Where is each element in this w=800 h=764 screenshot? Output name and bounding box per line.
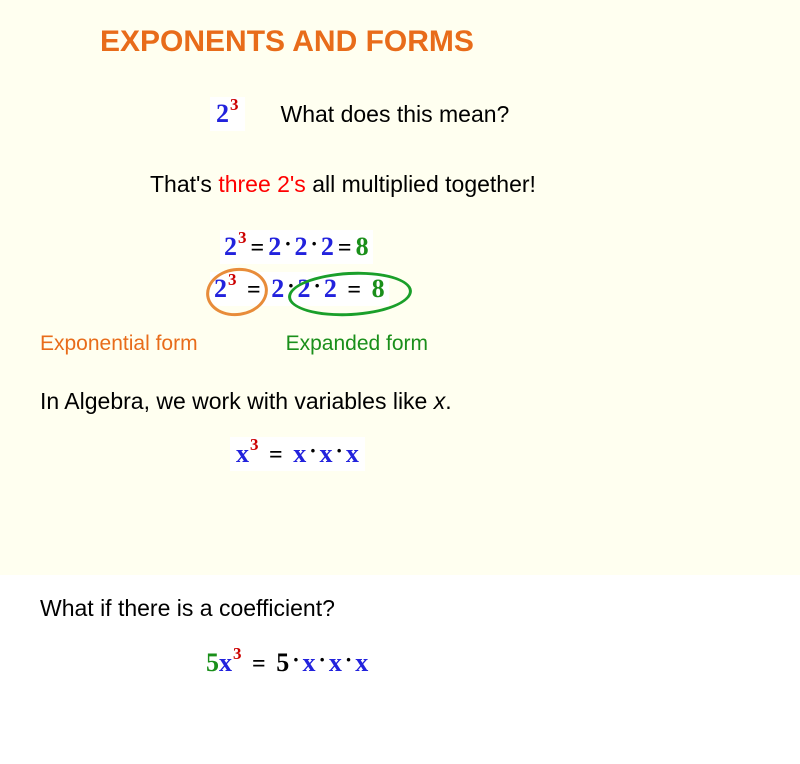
intro-row: 23 What does this mean? <box>210 97 780 131</box>
eq3-f2: x <box>346 439 359 468</box>
equation-expansion: 23 = 2·2·2 = 8 <box>20 230 780 272</box>
coefficient-question: What if there is a coefficient? <box>40 595 780 622</box>
eq2-d1: · <box>314 273 321 298</box>
eq1-result: 8 <box>356 232 369 262</box>
eq3-base: x <box>236 439 249 468</box>
eq4-equals: = <box>252 651 266 677</box>
eq1-d0: · <box>284 231 291 257</box>
eq4-exp: 3 <box>233 644 242 663</box>
eq2-base: 2 <box>214 274 227 303</box>
intro-base: 2 <box>216 99 229 129</box>
eq4-dL: · <box>292 647 299 672</box>
eq2-equals-1: = <box>247 277 261 303</box>
eq3-f0: x <box>293 439 306 468</box>
eq1-f0: 2 <box>268 232 281 262</box>
eq4-lead: 5 <box>276 648 289 677</box>
eq4-f2: x <box>355 648 368 677</box>
explain-highlight: three 2's <box>218 171 306 197</box>
eq2-equals-2: = <box>347 277 361 303</box>
eq2-f2: 2 <box>324 274 337 303</box>
form-labels-row: Exponential form Expanded form <box>20 332 780 356</box>
equation-variable: x3 = x·x·x <box>20 437 780 471</box>
eq4-base: x <box>219 648 232 677</box>
algebra-line: In Algebra, we work with variables like … <box>40 388 780 415</box>
eq3-equals: = <box>269 442 283 468</box>
eq1-exp: 3 <box>238 228 247 248</box>
page-title: EXPONENTS AND FORMS <box>100 25 780 59</box>
eq3-exp: 3 <box>250 435 259 454</box>
explain-prefix: That's <box>150 171 218 197</box>
algebra-prefix: In Algebra, we work with variables like <box>40 388 434 414</box>
intro-exponent: 3 <box>230 95 239 115</box>
algebra-suffix: . <box>445 388 451 414</box>
eq1-f2: 2 <box>321 232 334 262</box>
eq3-d1: · <box>336 438 343 463</box>
eq1-base: 2 <box>224 232 237 262</box>
eq3-d0: · <box>309 438 316 463</box>
equation-coefficient: 5x3 = 5·x·x·x <box>20 646 780 680</box>
eq4-d0: · <box>319 647 326 672</box>
eq2-result: 8 <box>372 274 385 303</box>
eq2-f1: 2 <box>298 274 311 303</box>
eq4-d1: · <box>345 647 352 672</box>
eq4-f1: x <box>329 648 342 677</box>
exponential-form-label: Exponential form <box>40 332 198 356</box>
explain-suffix: all multiplied together! <box>306 171 536 197</box>
intro-question: What does this mean? <box>281 101 510 128</box>
equation-circled: 23 = 2·2·2 = 8 <box>210 272 389 306</box>
eq1-f1: 2 <box>295 232 308 262</box>
eq1-equals-1: = <box>251 235 265 262</box>
eq1-equals-2: = <box>338 235 352 262</box>
eq2-f0: 2 <box>271 274 284 303</box>
upper-section: EXPONENTS AND FORMS 23 What does this me… <box>0 0 800 575</box>
lower-section: What if there is a coefficient? 5x3 = 5·… <box>0 575 800 700</box>
expanded-form-label: Expanded form <box>286 332 428 356</box>
explanation-line: That's three 2's all multiplied together… <box>150 171 780 198</box>
eq4-coef: 5 <box>206 648 219 677</box>
eq4-f0: x <box>303 648 316 677</box>
eq1-d1: · <box>311 231 318 257</box>
eq2-exp: 3 <box>228 270 237 289</box>
eq3-f1: x <box>320 439 333 468</box>
intro-expression: 23 <box>210 97 245 131</box>
algebra-var: x <box>434 388 446 414</box>
eq2-d0: · <box>287 273 294 298</box>
